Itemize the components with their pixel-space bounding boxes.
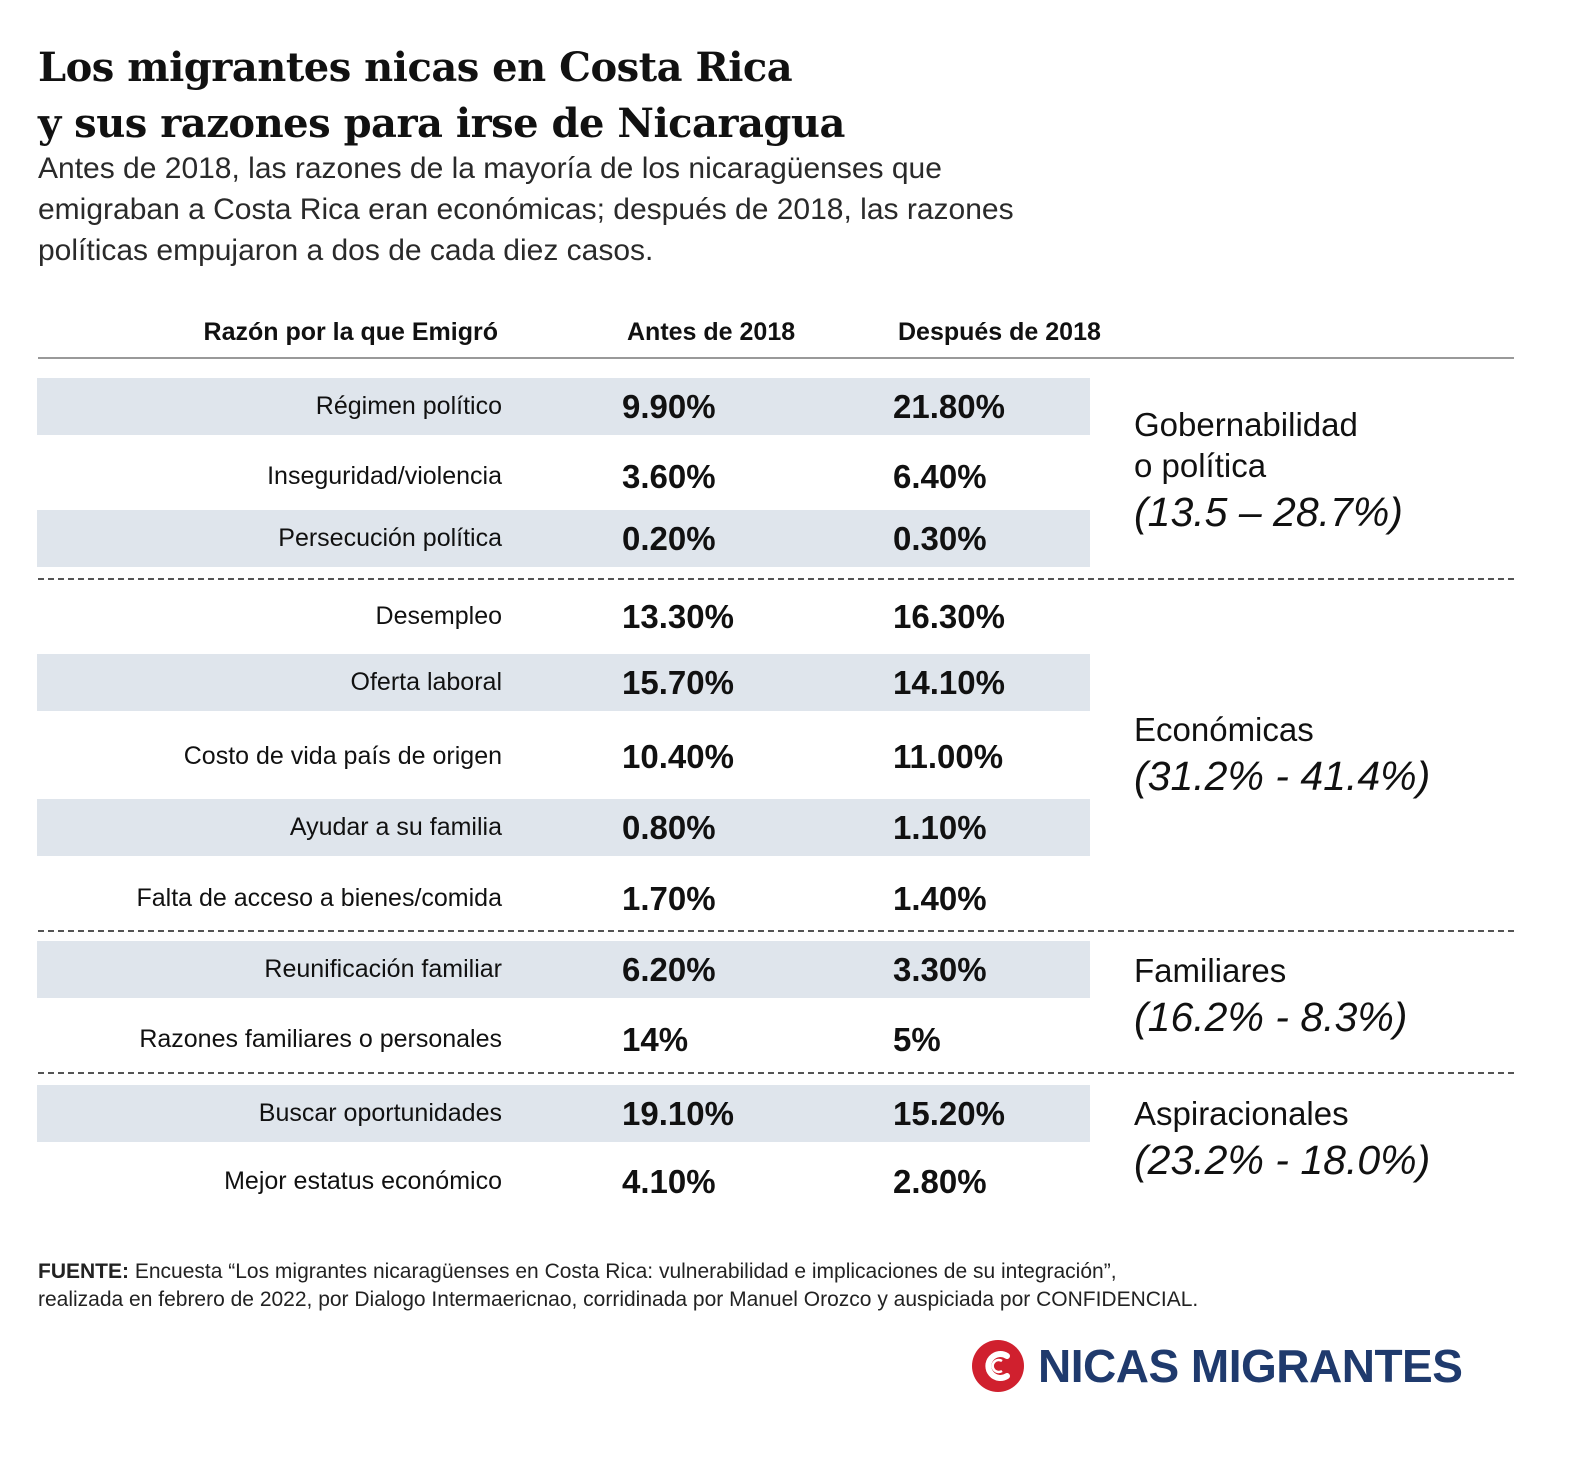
row-before-value: 6.20% xyxy=(622,951,716,988)
row-reason: Costo de vida país de origen xyxy=(183,742,502,770)
header-before-2018: Antes de 2018 xyxy=(627,318,796,346)
group-divider xyxy=(38,930,1514,932)
row-reason: Persecución política xyxy=(278,524,502,552)
table-row: Costo de vida país de origen 10.40% 11.0… xyxy=(37,728,1090,785)
row-after-value: 1.40% xyxy=(893,880,987,917)
row-after-value: 16.30% xyxy=(893,598,1005,635)
group-name: Económicas xyxy=(1134,711,1314,748)
row-reason: Razones familiares o personales xyxy=(139,1025,502,1053)
group-economicas: Económicas (31.2% - 41.4%) xyxy=(1134,709,1430,802)
row-after-value: 1.10% xyxy=(893,809,987,846)
table-row: Mejor estatus económico 4.10% 2.80% xyxy=(37,1153,1090,1210)
title-line-1: Los migrantes nicas en Costa Rica xyxy=(38,44,793,91)
row-after-value: 15.20% xyxy=(893,1095,1005,1132)
row-reason: Inseguridad/violencia xyxy=(267,462,502,490)
subtitle-line-3: políticas empujaron a dos de cada diez c… xyxy=(38,234,654,267)
header-rule xyxy=(38,357,1514,359)
table-row: Oferta laboral 15.70% 14.10% xyxy=(37,654,1090,711)
group-familiares: Familiares (16.2% - 8.3%) xyxy=(1134,950,1407,1043)
header-reason: Razón por la que Emigró xyxy=(203,318,498,346)
group-name: Aspiracionales xyxy=(1134,1095,1349,1132)
row-after-value: 11.00% xyxy=(893,738,1004,775)
row-before-value: 15.70% xyxy=(622,664,734,701)
row-reason: Falta de acceso a bienes/comida xyxy=(136,884,503,912)
row-after-value: 3.30% xyxy=(893,951,987,988)
group-aspiracionales: Aspiracionales (23.2% - 18.0%) xyxy=(1134,1093,1430,1186)
group-divider xyxy=(38,578,1514,580)
row-before-value: 14% xyxy=(622,1021,689,1058)
table-row: Falta de acceso a bienes/comida 1.70% 1.… xyxy=(37,870,1090,927)
row-before-value: 4.10% xyxy=(622,1163,716,1200)
group-range: (13.5 – 28.7%) xyxy=(1134,489,1403,535)
table-row: Ayudar a su familia 0.80% 1.10% xyxy=(37,799,1090,856)
source-label: FUENTE: xyxy=(38,1260,129,1283)
table-row: Razones familiares o personales 14% 5% xyxy=(37,1011,1090,1068)
group-name: Familiares xyxy=(1134,952,1287,989)
row-after-value: 14.10% xyxy=(893,664,1005,701)
row-before-value: 0.20% xyxy=(622,520,716,557)
row-before-value: 1.70% xyxy=(622,880,716,917)
row-before-value: 3.60% xyxy=(622,458,716,495)
row-reason: Régimen político xyxy=(315,392,502,420)
row-before-value: 19.10% xyxy=(622,1095,734,1132)
row-reason: Ayudar a su familia xyxy=(289,813,502,841)
table-row: Reunificación familiar 6.20% 3.30% xyxy=(37,941,1090,998)
table-row: Buscar oportunidades 19.10% 15.20% xyxy=(37,1085,1090,1142)
row-after-value: 0.30% xyxy=(893,520,987,557)
source-note: FUENTE: Encuesta “Los migrantes nicaragü… xyxy=(38,1258,1538,1314)
row-after-value: 6.40% xyxy=(893,458,987,495)
row-reason: Buscar oportunidades xyxy=(258,1099,502,1127)
table-row: Persecución política 0.20% 0.30% xyxy=(37,510,1090,567)
row-after-value: 2.80% xyxy=(893,1163,987,1200)
source-text-1: Encuesta “Los migrantes nicaragüenses en… xyxy=(129,1260,1117,1283)
title-line-2: y sus razones para irse de Nicaragua xyxy=(38,100,845,147)
row-before-value: 9.90% xyxy=(622,388,716,425)
source-line-1: FUENTE: Encuesta “Los migrantes nicaragü… xyxy=(38,1258,1538,1286)
row-after-value: 21.80% xyxy=(893,388,1005,425)
group-range: (31.2% - 41.4%) xyxy=(1134,753,1431,799)
group-name-line-2: o política xyxy=(1134,447,1267,484)
group-name: Gobernabilidad xyxy=(1134,406,1358,443)
subtitle-line-2: emigraban a Costa Rica eran económicas; … xyxy=(38,193,1014,226)
page-subtitle: Antes de 2018, las razones de la mayoría… xyxy=(38,148,1218,271)
confidencial-c-logo-icon xyxy=(972,1340,1024,1392)
row-reason: Reunificación familiar xyxy=(264,955,502,983)
table-row: Inseguridad/violencia 3.60% 6.40% xyxy=(37,448,1090,505)
row-before-value: 0.80% xyxy=(622,809,716,846)
brand-name: NICAS MIGRANTES xyxy=(1038,1340,1463,1392)
source-text-2: realizada en febrero de 2022, por Dialog… xyxy=(38,1288,1199,1311)
table-row: Desempleo 13.30% 16.30% xyxy=(37,588,1090,645)
row-reason: Oferta laboral xyxy=(350,668,502,696)
group-divider xyxy=(38,1072,1514,1074)
table-row: Régimen político 9.90% 21.80% xyxy=(37,378,1090,435)
group-gobernabilidad: Gobernabilidad o política (13.5 – 28.7%) xyxy=(1134,404,1403,538)
group-range: (16.2% - 8.3%) xyxy=(1134,994,1408,1040)
group-range: (23.2% - 18.0%) xyxy=(1134,1137,1431,1183)
row-after-value: 5% xyxy=(893,1021,941,1058)
header-after-2018: Después de 2018 xyxy=(898,318,1101,346)
row-reason: Mejor estatus económico xyxy=(224,1167,502,1195)
row-reason: Desempleo xyxy=(375,602,502,630)
row-before-value: 10.40% xyxy=(622,738,734,775)
row-before-value: 13.30% xyxy=(622,598,734,635)
subtitle-line-1: Antes de 2018, las razones de la mayoría… xyxy=(38,152,942,185)
page-title: Los migrantes nicas en Costa Rica y sus … xyxy=(38,40,1138,152)
